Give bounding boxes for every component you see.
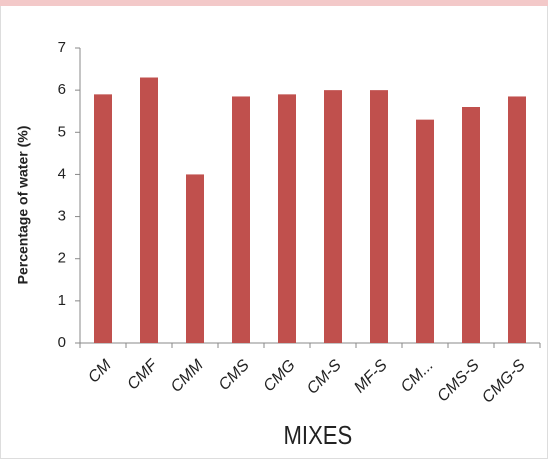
bar [232, 96, 250, 343]
y-tick-label: 1 [58, 292, 66, 309]
top-strip [0, 0, 548, 6]
y-tick-label: 7 [58, 39, 66, 56]
bar [324, 90, 342, 344]
bar [278, 94, 296, 343]
y-tick-label: 6 [58, 81, 66, 98]
y-tick-label: 4 [58, 165, 66, 182]
bar [462, 107, 480, 343]
y-tick-label: 3 [58, 208, 66, 225]
bar [140, 77, 158, 343]
bar [94, 94, 112, 343]
bar [508, 96, 526, 343]
y-axis-title: Percentage of water (%) [15, 126, 31, 285]
bar [416, 119, 434, 344]
bar [186, 174, 204, 343]
x-axis-title: MIXES [284, 421, 353, 450]
y-tick-label: 0 [58, 334, 66, 351]
y-tick-label: 2 [58, 250, 66, 267]
bar [370, 90, 388, 344]
y-tick-label: 5 [58, 123, 66, 140]
